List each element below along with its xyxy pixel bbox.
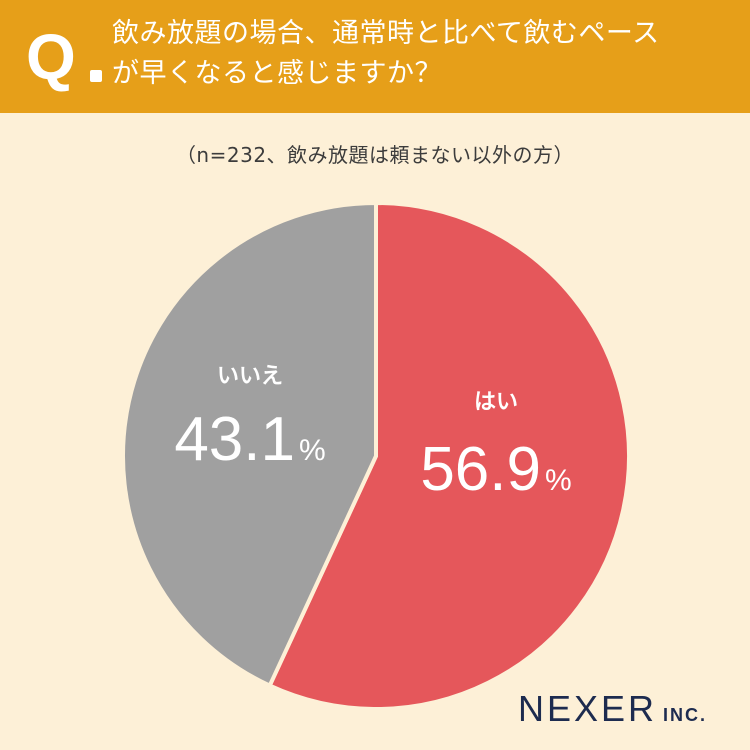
slice-value-yes: 56.9% [420, 435, 571, 504]
slice-label-yes: はい [474, 390, 518, 415]
slice-value-no: 43.1% [174, 405, 325, 474]
question-header: Q 飲み放題の場合、通常時と比べて飲むペース が早くなると感じますか？ [0, 0, 750, 113]
question-line-2: が早くなると感じますか？ [112, 58, 442, 89]
nexer-logo: NEXER INC. [518, 688, 707, 730]
q-dot [90, 70, 102, 82]
slice-label-no: いいえ [217, 364, 283, 389]
sample-note: （n=232、飲み放題は頼まない以外の方） [175, 143, 575, 167]
question-line-1: 飲み放題の場合、通常時と比べて飲むペース [112, 18, 660, 49]
pie-slice-no [121, 201, 378, 688]
logo-sub-text: INC. [663, 705, 708, 725]
q-label: Q [26, 21, 76, 93]
question-text: 飲み放題の場合、通常時と比べて飲むペース が早くなると感じますか？ [112, 14, 732, 94]
pie-slice-yes [267, 201, 631, 711]
logo-main-text: NEXER [518, 688, 658, 729]
